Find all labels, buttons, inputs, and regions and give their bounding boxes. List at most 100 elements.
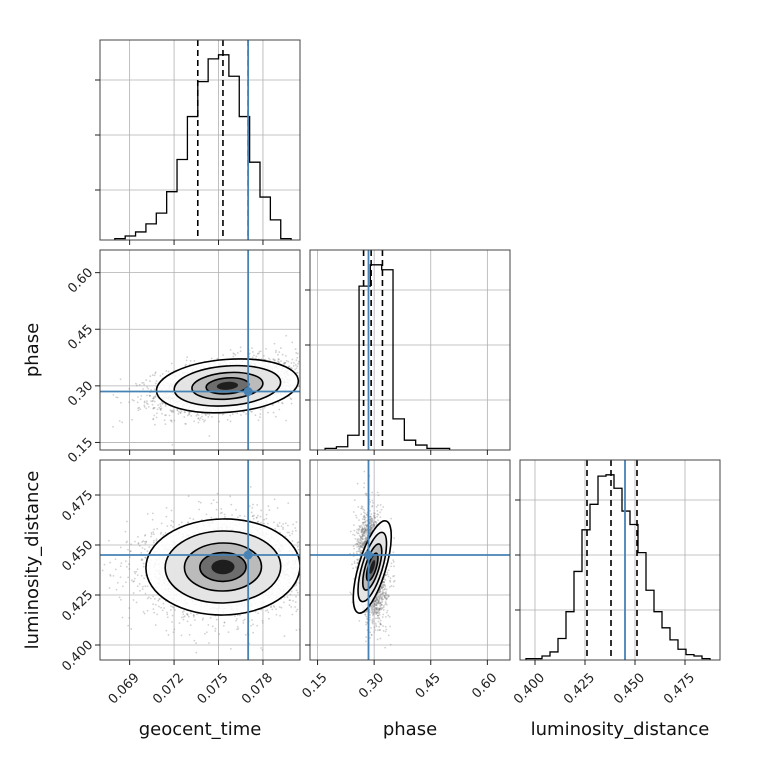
sample-point [187,615,190,618]
sample-point [150,535,152,538]
sample-point [235,508,237,511]
histogram-geocent_time [114,54,292,240]
sample-point [137,396,139,398]
sample-point [301,571,303,573]
sample-point [152,407,155,410]
sample-point [218,420,221,423]
sample-point [312,559,314,561]
sample-point [207,415,210,418]
sample-point [294,348,297,351]
sample-point [145,379,148,381]
sample-point [142,565,145,568]
sample-point [245,412,247,415]
sample-point [120,562,123,565]
sample-point [285,334,288,337]
sample-point [149,597,152,600]
sample-point [294,529,297,532]
sample-point [236,412,239,415]
sample-point [164,423,167,426]
sample-point [251,351,254,353]
sample-point [172,520,175,523]
sample-point [288,531,290,534]
sample-point [177,413,180,415]
sample-point [319,369,321,371]
sample-point [176,409,179,412]
sample-point [170,524,172,527]
sample-point [141,588,144,591]
sample-point [145,541,148,543]
y-tick-label: 0.45 [65,322,96,353]
sample-point [140,558,143,561]
sample-point [208,642,210,644]
sample-point [292,361,295,364]
sample-point [124,560,127,563]
sample-point [240,414,242,416]
sample-point [218,633,221,636]
sample-point [186,620,189,623]
scatter-panel-geocent_time-phase [99,249,301,451]
sample-point [166,611,168,614]
sample-point [291,341,294,344]
sample-point [222,354,225,356]
sample-point [153,407,155,409]
sample-point [255,516,258,519]
sample-point [302,385,304,387]
sample-point [160,606,162,609]
sample-point [294,601,297,603]
sample-point [296,356,299,359]
sample-point [334,369,336,371]
sample-point [254,414,257,417]
sample-point [120,401,122,404]
sample-point [174,609,176,611]
sample-point [137,409,140,412]
sample-point [288,604,291,607]
sample-point [205,631,208,634]
sample-point [201,418,204,421]
sample-point [125,541,128,544]
sample-point [205,513,208,516]
sample-point [289,397,292,400]
sample-point [149,375,152,378]
sample-point [199,417,202,419]
sample-point [258,350,261,353]
sample-point [279,347,282,349]
sample-point [256,624,259,627]
sample-point [297,362,300,365]
sample-point [185,363,187,366]
sample-point [270,606,272,609]
sample-point [167,370,170,373]
sample-point [271,608,274,611]
sample-point [135,384,138,387]
sample-point [329,357,331,359]
sample-point [311,372,313,374]
sample-point [302,578,304,580]
sample-point [229,348,232,351]
sample-point [250,411,253,413]
sample-point [296,371,299,374]
sample-point [139,408,142,411]
sample-point [232,355,235,358]
sample-point [145,407,148,410]
sample-point [155,539,158,542]
sample-point [152,407,155,409]
sample-point [284,362,287,364]
sample-point [281,401,283,404]
sample-point [145,402,148,405]
sample-point [295,521,298,524]
sample-point [295,584,298,586]
sample-point [204,413,207,415]
sample-point [215,618,218,621]
sample-point [312,367,314,369]
sample-point [108,587,111,589]
sample-point [121,421,124,424]
sample-point [249,486,252,488]
sample-point [107,539,110,542]
sample-point [278,358,280,361]
sample-point [355,341,357,343]
sample-point [273,606,276,608]
sample-point [131,398,134,401]
sample-point [163,607,166,609]
sample-point [197,421,200,424]
sample-point [257,419,260,422]
sample-point [277,353,279,356]
